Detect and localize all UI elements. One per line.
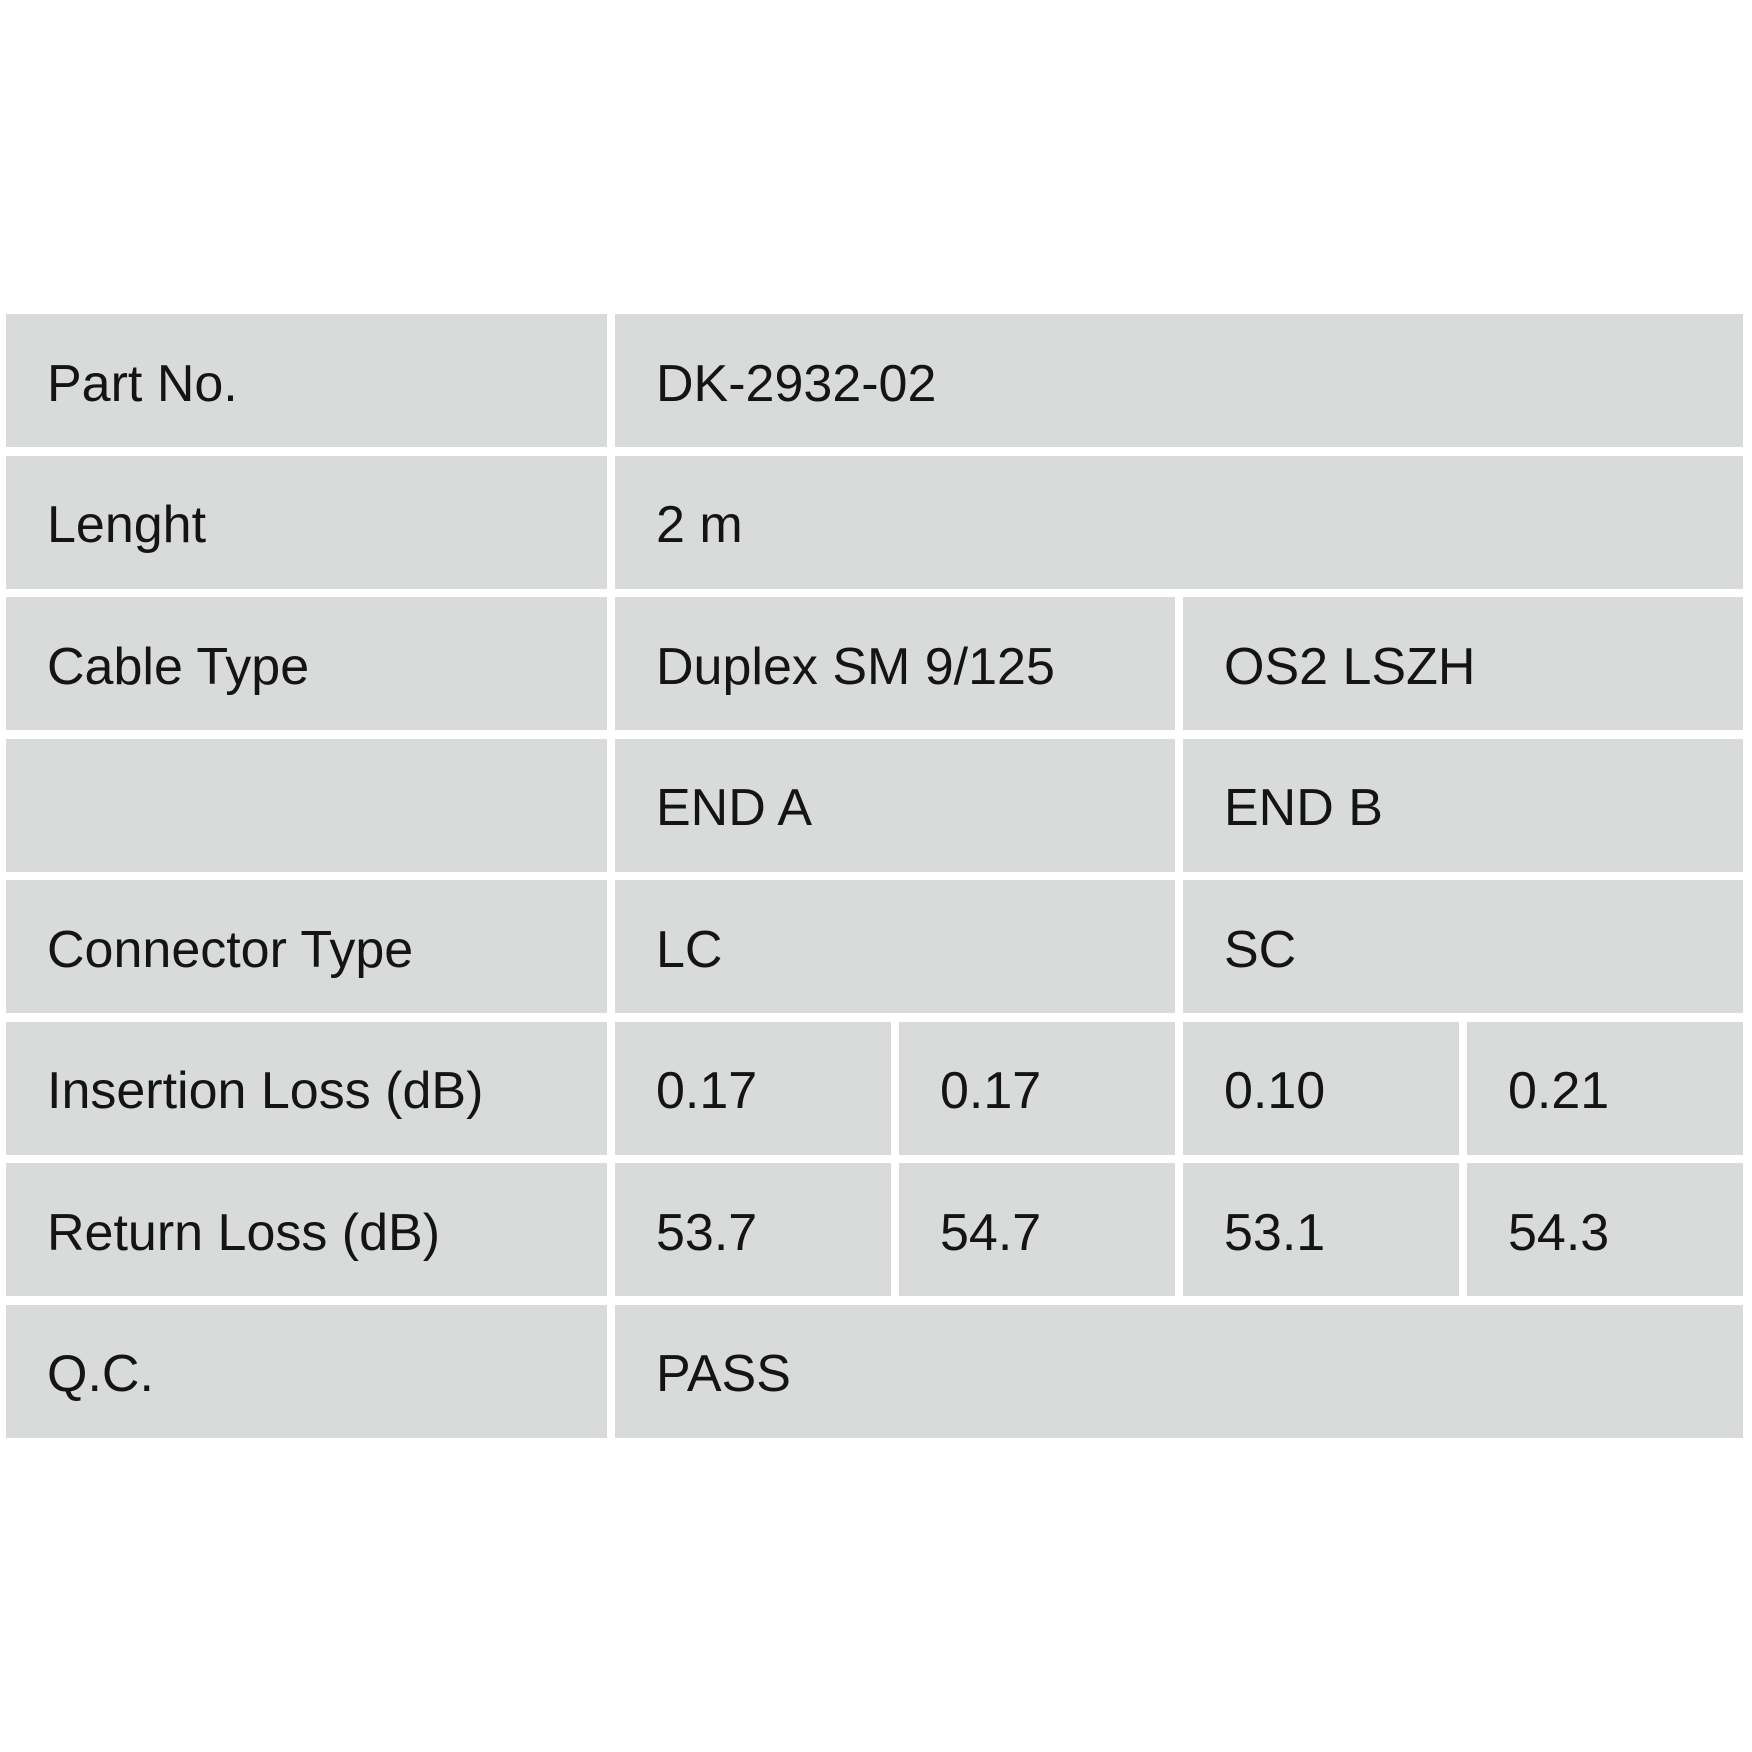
value-return-loss-3: 53.1: [1183, 1163, 1459, 1296]
label-part-no: Part No.: [6, 314, 607, 447]
label-length: Lenght: [6, 455, 607, 589]
spec-table: Part No. DK-2932-02 Lenght 2 m Cable Typ…: [6, 314, 1743, 1438]
value-connector-a: LC: [615, 880, 1175, 1013]
value-qc: PASS: [615, 1304, 1743, 1438]
label-qc: Q.C.: [6, 1304, 607, 1438]
value-length: 2 m: [615, 455, 1743, 589]
value-insertion-loss-3: 0.10: [1183, 1021, 1459, 1155]
value-cable-type-b: OS2 LSZH: [1183, 597, 1743, 730]
value-cable-type-a: Duplex SM 9/125: [615, 597, 1175, 730]
value-insertion-loss-1: 0.17: [615, 1021, 891, 1155]
label-cable-type: Cable Type: [6, 597, 607, 730]
label-connector-type: Connector Type: [6, 880, 607, 1013]
label-insertion-loss: Insertion Loss (dB): [6, 1021, 607, 1155]
value-return-loss-2: 54.7: [899, 1163, 1175, 1296]
label-ends: [6, 738, 607, 872]
value-return-loss-1: 53.7: [615, 1163, 891, 1296]
value-part-no: DK-2932-02: [615, 314, 1743, 447]
header-end-a: END A: [615, 738, 1175, 872]
value-connector-b: SC: [1183, 880, 1743, 1013]
value-insertion-loss-4: 0.21: [1467, 1021, 1743, 1155]
header-end-b: END B: [1183, 738, 1743, 872]
value-insertion-loss-2: 0.17: [899, 1021, 1175, 1155]
label-return-loss: Return Loss (dB): [6, 1163, 607, 1296]
value-return-loss-4: 54.3: [1467, 1163, 1743, 1296]
